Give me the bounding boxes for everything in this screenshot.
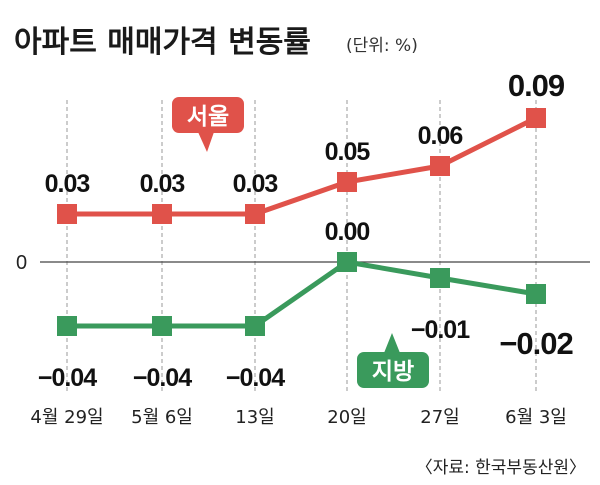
grid-layer [66,100,537,393]
chart-unit: (단위: %) [346,36,418,56]
data-point [337,252,357,272]
x-tick-label: 4월 29일 [30,407,103,428]
x-axis-ticks: 4월 29일 5월 6일 13일 20일 27일 6월 3일 [30,407,566,428]
data-point [245,204,265,224]
data-point [57,204,77,224]
data-label: 0.05 [325,138,371,166]
series-layer [57,108,546,336]
data-label: −0.02 [499,326,572,361]
legend-region-label: 지방 [372,359,414,385]
data-point [152,316,172,336]
data-point [526,108,546,128]
data-label: −0.04 [38,364,97,392]
x-tick-label: 20일 [327,407,366,428]
data-point [526,284,546,304]
data-point [152,204,172,224]
legend-seoul-label: 서울 [187,104,229,130]
legend-seoul-pointer [198,132,214,152]
chart-title: 아파트 매매가격 변동률 [14,25,311,60]
data-point [57,316,77,336]
label-layer: 0.03 0.03 0.03 0.05 0.06 0.09 −0.04 −0.04 −0.04 0… [38,68,574,392]
source-note: 〈자료: 한국부동산원〉 [416,458,586,478]
data-label: −0.01 [411,316,470,344]
data-label: 0.06 [418,122,463,150]
series-line-1 [67,259,537,329]
x-tick-label: 6월 3일 [505,407,567,428]
data-label: 0.03 [140,170,185,198]
x-tick-label: 13일 [235,407,274,428]
data-label: 0.03 [45,170,90,198]
data-label: 0.00 [325,218,370,246]
data-point [430,156,450,176]
legend-region-pointer [384,333,400,353]
y-tick-zero: 0 [16,252,27,274]
data-label: 0.09 [508,68,565,103]
legend-seoul-badge [172,97,244,133]
x-tick-label: 27일 [420,407,459,428]
data-label: −0.04 [226,364,285,392]
data-point [337,172,357,192]
series-line-0 [67,115,538,217]
data-label: −0.04 [133,364,192,392]
legend-region-badge [357,352,429,388]
data-point [430,268,450,288]
data-point [245,316,265,336]
x-tick-label: 5월 6일 [131,407,193,428]
data-label: 0.03 [233,170,278,198]
